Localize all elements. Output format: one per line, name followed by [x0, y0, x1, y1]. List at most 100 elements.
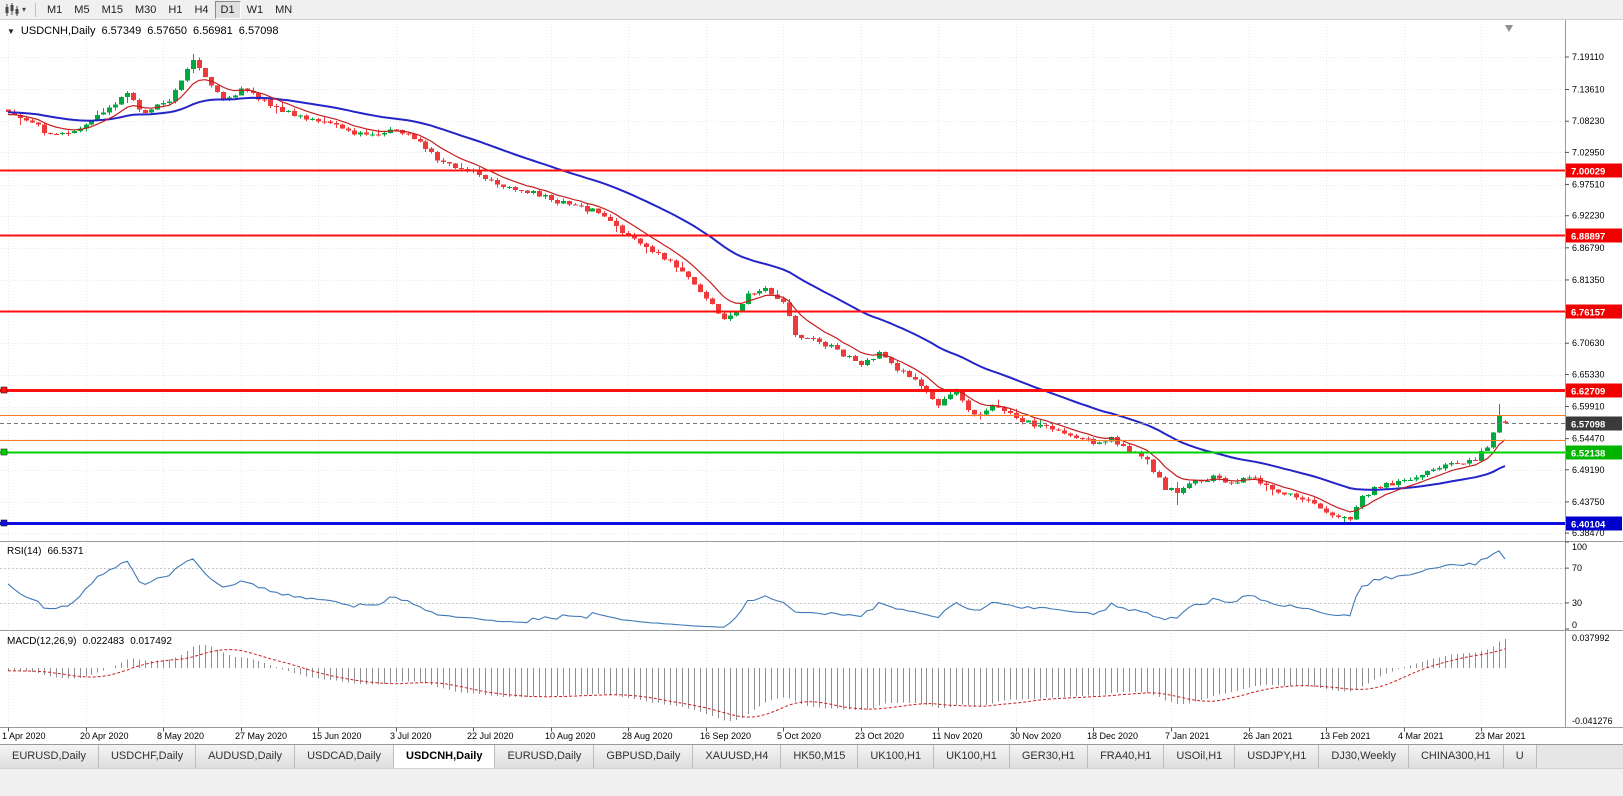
chart-tab-bar: EURUSD,Daily USDCHF,Daily AUDUSD,Daily USDC… — [0, 744, 1623, 768]
timeframe-button-d1[interactable]: D1 — [214, 0, 241, 19]
svg-text:13 Feb 2021: 13 Feb 2021 — [1320, 731, 1371, 741]
macd-signal-line — [7, 648, 1506, 718]
svg-text:6.88897: 6.88897 — [1571, 232, 1605, 243]
chart-tab-9-uk100-h1[interactable]: UK100,H1 — [858, 745, 935, 768]
svg-text:7.19110: 7.19110 — [1572, 52, 1604, 62]
svg-text:6.62709: 6.62709 — [1571, 387, 1605, 398]
status-strip — [0, 768, 1623, 796]
svg-text:6.92230: 6.92230 — [1572, 211, 1605, 221]
chart-tab-3-usdcad-daily[interactable]: USDCAD,Daily — [295, 745, 395, 768]
price-badge-6.62709: 6.62709 — [1566, 383, 1622, 398]
chart-tab-1-usdchf-daily[interactable]: USDCHF,Daily — [98, 745, 197, 768]
rsi-axis: 100 70 30 0 — [1565, 541, 1587, 630]
chart-tab-7-xauusd-h4[interactable]: XAUUSD,H4 — [693, 745, 782, 768]
price-badge-7.00029: 7.00029 — [1566, 163, 1622, 178]
svg-text:6.70630: 6.70630 — [1572, 338, 1605, 348]
svg-text:6.57098: 6.57098 — [1571, 420, 1605, 431]
price-badge-6.76157: 6.76157 — [1566, 304, 1622, 319]
svg-text:6.86790: 6.86790 — [1572, 243, 1605, 253]
svg-text:11 Nov 2020: 11 Nov 2020 — [932, 731, 982, 741]
price-badge-6.88897: 6.88897 — [1566, 228, 1622, 243]
dropdown-caret-icon[interactable]: ▾ — [22, 5, 27, 14]
ma-slow-line — [7, 96, 1506, 491]
svg-text:23 Mar 2021: 23 Mar 2021 — [1475, 731, 1526, 741]
svg-text:6.49190: 6.49190 — [1572, 465, 1605, 475]
timeframe-button-m30[interactable]: M30 — [134, 3, 157, 16]
price-axis[interactable]: 7.19110 7.13610 7.08230 7.02950 6.97510 6.922… — [1565, 52, 1605, 538]
timeframe-button-w1[interactable]: W1 — [246, 3, 264, 16]
svg-text:3 Jul 2020: 3 Jul 2020 — [390, 731, 432, 741]
svg-text:6.43750: 6.43750 — [1572, 497, 1605, 507]
line-anchor-handle[interactable] — [0, 448, 8, 456]
timeframe-button-mn[interactable]: MN — [275, 3, 293, 16]
chart-tab-17-u[interactable]: U — [1503, 745, 1537, 768]
timeframe-button-h1[interactable]: H1 — [168, 3, 183, 16]
chart-tab-4-usdcnh-daily[interactable]: USDCNH,Daily — [394, 745, 496, 768]
svg-text:0: 0 — [1572, 620, 1577, 630]
panel-separators[interactable] — [0, 541, 1623, 728]
svg-text:18 Dec 2020: 18 Dec 2020 — [1087, 731, 1138, 741]
chart-tab-0-eurusd-daily[interactable]: EURUSD,Daily — [0, 745, 99, 768]
chart-tab-11-ger30-h1[interactable]: GER30,H1 — [1009, 745, 1089, 768]
svg-text:6.54470: 6.54470 — [1572, 434, 1605, 444]
svg-text:0.037992: 0.037992 — [1572, 633, 1610, 643]
chart-tab-2-audusd-daily[interactable]: AUDUSD,Daily — [196, 745, 296, 768]
svg-text:6.81350: 6.81350 — [1572, 275, 1605, 285]
svg-text:30: 30 — [1572, 598, 1582, 608]
chart-tab-16-china300-h1[interactable]: CHINA300,H1 — [1408, 745, 1504, 768]
chart-canvas[interactable]: 7.19110 7.13610 7.08230 7.02950 6.97510 6.922… — [0, 0, 1623, 744]
timeframe-button-m15[interactable]: M15 — [101, 3, 123, 16]
line-anchor-handle[interactable] — [0, 519, 8, 527]
candlestick-chart-icon[interactable] — [4, 2, 20, 17]
svg-text:6.76157: 6.76157 — [1571, 308, 1605, 319]
chart-tab-14-usdjpy-h1[interactable]: USDJPY,H1 — [1235, 745, 1320, 768]
chart-shift-marker[interactable] — [1505, 25, 1513, 32]
candles — [6, 54, 1508, 524]
svg-text:20 Apr 2020: 20 Apr 2020 — [80, 731, 129, 741]
svg-text:23 Oct 2020: 23 Oct 2020 — [855, 731, 904, 741]
line-anchor-handle[interactable] — [0, 386, 8, 394]
svg-text:6.38470: 6.38470 — [1572, 528, 1605, 538]
chart-tab-5-eurusd-daily[interactable]: EURUSD,Daily — [495, 745, 595, 768]
svg-text:100: 100 — [1572, 542, 1587, 552]
chart-tab-13-usoil-h1[interactable]: USOil,H1 — [1164, 745, 1236, 768]
svg-text:70: 70 — [1572, 563, 1582, 573]
svg-text:7.08230: 7.08230 — [1572, 116, 1605, 126]
one-click-trading-icon[interactable]: ▼ — [7, 27, 15, 36]
svg-text:7.13610: 7.13610 — [1572, 84, 1605, 94]
svg-text:-0.041276: -0.041276 — [1572, 716, 1613, 726]
svg-text:15 Jun 2020: 15 Jun 2020 — [312, 731, 362, 741]
timeframe-buttons: M1 M5 M15 M30 H1 H4 D1 W1 MN — [41, 0, 298, 19]
svg-text:10 Aug 2020: 10 Aug 2020 — [545, 731, 596, 741]
svg-text:7 Jan 2021: 7 Jan 2021 — [1165, 731, 1210, 741]
ma-fast-line — [7, 79, 1506, 513]
time-axis[interactable]: 1 Apr 2020 20 Apr 2020 8 May 2020 27 May 20… — [2, 727, 1526, 742]
svg-text:5 Oct 2020: 5 Oct 2020 — [777, 731, 821, 741]
timeframe-button-h4[interactable]: H4 — [194, 3, 209, 16]
chart-tab-6-gbpusd-daily[interactable]: GBPUSD,Daily — [594, 745, 694, 768]
price-badge-6.40104: 6.40104 — [1566, 516, 1622, 531]
macd-histogram — [8, 639, 1506, 721]
svg-text:6.40104: 6.40104 — [1571, 520, 1606, 531]
chart-tab-12-fra40-h1[interactable]: FRA40,H1 — [1088, 745, 1165, 768]
chart-tab-15-dj30-weekly[interactable]: DJ30,Weekly — [1319, 745, 1409, 768]
timeframe-button-m1[interactable]: M1 — [47, 3, 63, 16]
current-price-badge: 6.57098 — [1566, 416, 1622, 431]
svg-text:6.97510: 6.97510 — [1572, 180, 1605, 190]
svg-text:26 Jan 2021: 26 Jan 2021 — [1243, 731, 1293, 741]
svg-text:28 Aug 2020: 28 Aug 2020 — [622, 731, 673, 741]
svg-text:6.59910: 6.59910 — [1572, 402, 1605, 412]
toolbar-separator — [35, 2, 37, 17]
svg-text:16 Sep 2020: 16 Sep 2020 — [700, 731, 751, 741]
chart-tab-8-hk50-m15[interactable]: HK50,M15 — [781, 745, 859, 768]
price-badge-6.52138: 6.52138 — [1566, 445, 1622, 460]
timeframe-button-m5[interactable]: M5 — [74, 3, 90, 16]
svg-text:4 Mar 2021: 4 Mar 2021 — [1398, 731, 1444, 741]
timeframe-toolbar: ▾ M1 M5 M15 M30 H1 H4 D1 W1 MN — [0, 0, 1623, 20]
svg-text:6.65330: 6.65330 — [1572, 370, 1605, 380]
svg-text:30 Nov 2020: 30 Nov 2020 — [1010, 731, 1061, 741]
svg-text:22 Jul 2020: 22 Jul 2020 — [467, 731, 514, 741]
chart-grid — [0, 24, 1565, 726]
chart-tab-10-uk100-h1[interactable]: UK100,H1 — [934, 745, 1010, 768]
